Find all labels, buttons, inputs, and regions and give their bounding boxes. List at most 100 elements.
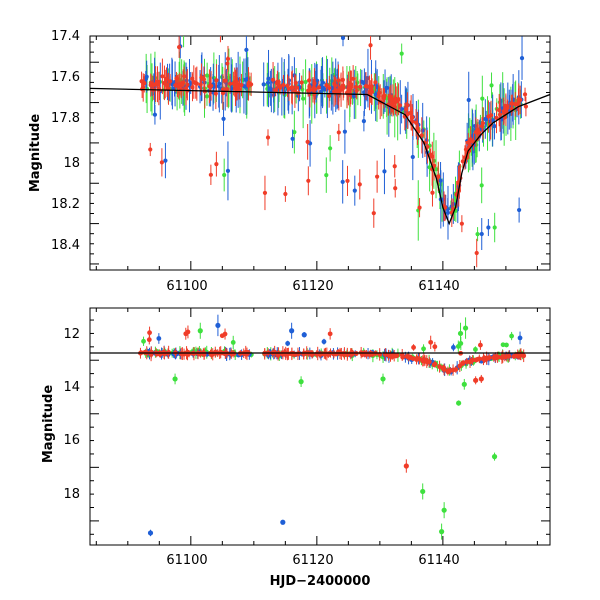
- green-point: [421, 346, 426, 352]
- red-point: [344, 91, 350, 96]
- blue-point: [517, 207, 522, 213]
- blue-point: [342, 129, 347, 134]
- red-point: [213, 91, 218, 96]
- blue-point: [340, 179, 345, 184]
- red-point: [522, 92, 528, 97]
- red-point: [155, 82, 160, 87]
- red-point: [283, 191, 288, 197]
- red-point: [354, 88, 359, 93]
- red-point: [214, 78, 219, 83]
- blue-outlier: [215, 322, 221, 329]
- green-point: [204, 94, 210, 99]
- bottom-xtick-label-1: 61100: [166, 553, 207, 568]
- green-point: [455, 344, 461, 349]
- green-outlier: [420, 488, 426, 495]
- red-point: [369, 87, 374, 92]
- green-point: [205, 73, 210, 78]
- red-point: [436, 174, 441, 179]
- blue-point: [244, 47, 249, 52]
- red-point: [207, 84, 212, 89]
- green-point: [399, 51, 404, 56]
- green-point: [492, 225, 497, 230]
- red-point: [377, 90, 382, 96]
- red-point: [194, 81, 199, 86]
- blue-point: [420, 128, 425, 133]
- blue-point: [229, 86, 234, 91]
- red-point: [474, 250, 479, 256]
- bottom-panel: 12 14 16 18 61100 61120 61140 Magnitude …: [41, 307, 551, 589]
- blue-point: [144, 74, 149, 79]
- green-point: [328, 146, 333, 151]
- blue-point: [352, 188, 357, 193]
- red-point: [460, 360, 466, 366]
- green-outlier: [491, 454, 498, 460]
- green-outlier: [298, 379, 304, 385]
- blue-point: [225, 168, 231, 173]
- blue-point: [399, 106, 404, 112]
- blue-point: [519, 56, 525, 61]
- red-point: [432, 361, 438, 367]
- bottom-plot-frame: [89, 307, 551, 546]
- bottom-ytick-label-3: 16: [63, 433, 80, 448]
- red-point: [231, 81, 236, 86]
- red-point: [190, 85, 195, 90]
- red-point: [392, 164, 397, 169]
- top-ytick-label-2: 17.6: [51, 70, 80, 85]
- red-point: [375, 174, 380, 179]
- top-ytick-label-3: 17.8: [51, 111, 80, 126]
- green-point: [230, 340, 236, 345]
- top-xtick-label-2: 61120: [292, 279, 333, 294]
- red-point: [224, 87, 230, 92]
- red-point: [234, 81, 240, 87]
- blue-point: [290, 136, 295, 141]
- red-point: [349, 349, 355, 355]
- blue-point: [265, 80, 271, 85]
- red-point: [464, 359, 470, 365]
- red-point: [159, 160, 164, 165]
- red-point: [262, 190, 268, 196]
- red-point: [392, 100, 397, 105]
- red-point: [441, 365, 447, 371]
- red-point: [437, 364, 442, 370]
- red-point: [177, 81, 182, 86]
- red-point: [523, 104, 529, 109]
- red-point: [293, 80, 298, 86]
- red-point: [336, 130, 341, 135]
- red-point: [214, 162, 219, 167]
- red-point: [497, 112, 503, 117]
- red-point: [411, 345, 416, 350]
- red-point: [146, 337, 152, 343]
- green-outlier: [197, 328, 203, 334]
- red-point: [275, 79, 280, 84]
- red-point: [459, 221, 464, 226]
- red-point: [147, 330, 152, 336]
- red-point: [305, 139, 310, 144]
- top-ytick-label-6: 18.4: [51, 238, 80, 253]
- red-point: [311, 85, 316, 90]
- green-point: [509, 333, 515, 339]
- red-point: [497, 108, 502, 113]
- blue-point: [163, 158, 168, 163]
- red-outlier: [403, 463, 409, 469]
- top-ylabel: Magnitude: [28, 114, 43, 193]
- top-ytick-label-5: 18.2: [51, 197, 80, 212]
- green-outlier: [380, 376, 386, 382]
- bottom-ytick-label-4: 18: [63, 487, 80, 502]
- red-point: [513, 102, 518, 107]
- red-point: [473, 357, 479, 363]
- red-point: [162, 80, 167, 85]
- red-point: [225, 56, 231, 61]
- bottom-xtick-label-3: 61140: [418, 553, 459, 568]
- red-point: [405, 103, 410, 108]
- red-point: [270, 77, 276, 82]
- green-point: [181, 32, 185, 36]
- blue-point: [156, 336, 162, 341]
- red-point: [278, 85, 283, 90]
- blue-outlier: [301, 332, 307, 338]
- red-point: [306, 178, 311, 183]
- red-point: [432, 344, 438, 350]
- red-point: [148, 82, 153, 88]
- red-point: [307, 87, 312, 93]
- red-point: [410, 115, 415, 120]
